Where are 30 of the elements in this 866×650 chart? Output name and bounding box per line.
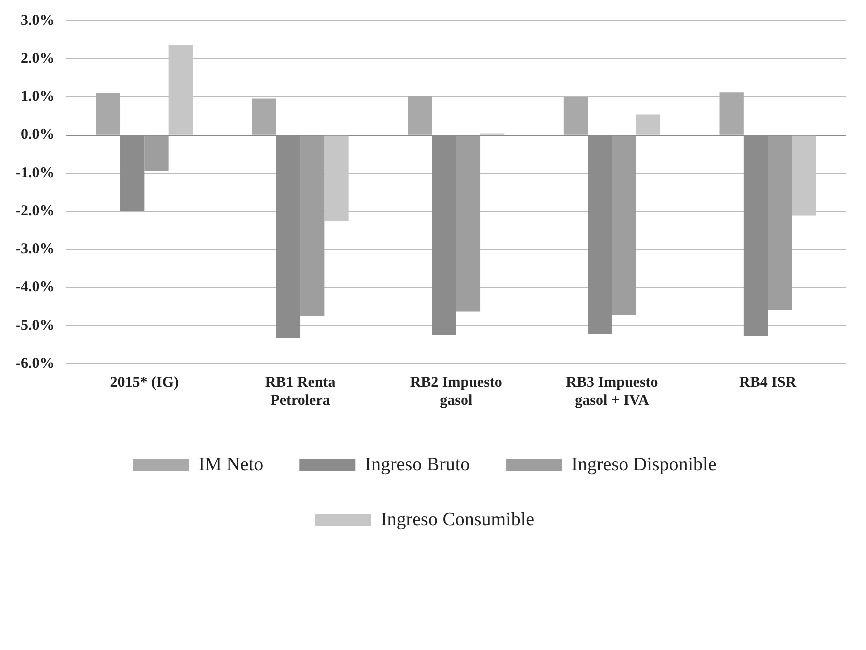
bar [408,96,432,135]
y-tick-label: 1.0% [20,89,55,106]
bar [636,114,661,135]
bar [768,136,792,310]
y-tick-label: 2.0% [20,50,55,67]
bar [96,93,121,135]
y-tick-label: 0.0% [20,127,55,144]
y-tick-label: -3.0% [16,242,55,258]
legend-label: Ingreso Bruto [365,454,470,476]
legend-label: Ingreso Disponible [572,454,717,476]
bar [564,97,588,135]
y-tick-label: -2.0% [16,203,55,220]
bar [252,98,276,135]
x-tick-label: RB4 ISR [740,374,797,391]
bar [456,136,481,312]
x-tick-label: RB1 Renta Petrolera [265,374,336,409]
x-tick-label: 2015* (IG) [110,374,180,391]
bar [612,136,636,316]
y-tick-label: 3.0% [20,12,55,29]
bar [720,92,744,135]
bar [144,136,169,172]
y-tick-label: -6.0% [16,356,55,372]
x-tick-label: RB2 Impuesto gasol [410,374,502,409]
y-tick-label: -5.0% [16,318,55,334]
bar [300,136,325,316]
y-tick-label: -1.0% [16,165,55,182]
x-tick-label: RB3 Impuesto gasol + IVA [566,374,658,409]
legend-label: IM Neto [198,454,264,476]
y-tick-label: -4.0% [16,280,55,296]
legend-label: Ingreso Consumible [380,509,535,530]
